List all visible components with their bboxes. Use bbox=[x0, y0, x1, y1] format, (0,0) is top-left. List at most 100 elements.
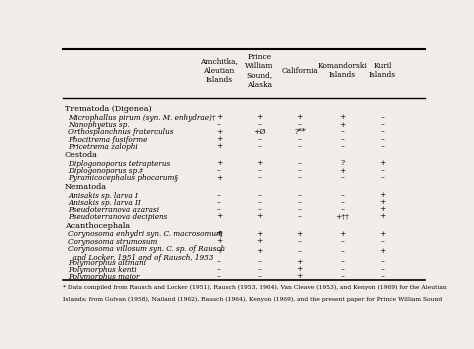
Text: +: + bbox=[256, 159, 263, 167]
Text: –: – bbox=[340, 191, 344, 199]
Text: –: – bbox=[298, 205, 302, 213]
Text: ?**: ?** bbox=[294, 128, 306, 136]
Text: –: – bbox=[381, 142, 384, 150]
Text: +: + bbox=[297, 272, 303, 280]
Text: +: + bbox=[216, 159, 222, 167]
Text: Polymorphus kenti: Polymorphus kenti bbox=[68, 266, 137, 274]
Text: –: – bbox=[381, 166, 384, 174]
Text: –: – bbox=[340, 142, 344, 150]
Text: +: + bbox=[216, 113, 222, 121]
Text: –: – bbox=[257, 191, 261, 199]
Text: * Data compiled from Rausch and Locker (1951), Rausch (1953, 1964), Van Cleave (: * Data compiled from Rausch and Locker (… bbox=[63, 285, 447, 290]
Text: Corynosoma enhydri syn. C. macrosomum: Corynosoma enhydri syn. C. macrosomum bbox=[68, 230, 223, 238]
Text: –: – bbox=[298, 191, 302, 199]
Text: Kuril
Islands: Kuril Islands bbox=[369, 62, 396, 79]
Text: –: – bbox=[257, 135, 261, 143]
Text: Polymorphus altmani: Polymorphus altmani bbox=[68, 259, 146, 267]
Text: –: – bbox=[298, 237, 302, 245]
Text: –: – bbox=[257, 272, 261, 280]
Text: ?: ? bbox=[340, 159, 344, 167]
Text: –: – bbox=[381, 237, 384, 245]
Text: Trematoda (Digenea): Trematoda (Digenea) bbox=[65, 105, 152, 113]
Text: –¶: –¶ bbox=[215, 230, 223, 238]
Text: Corynosoma villosum syn. C. sp. of Rausch
  and Locker, 1951 and of Rausch, 1953: Corynosoma villosum syn. C. sp. of Rausc… bbox=[68, 245, 226, 262]
Text: Anisakis sp. larva I: Anisakis sp. larva I bbox=[68, 192, 138, 200]
Text: +: + bbox=[339, 166, 345, 174]
Text: Pseudoterranova decipiens: Pseudoterranova decipiens bbox=[68, 213, 168, 221]
Text: –: – bbox=[257, 198, 261, 206]
Text: –: – bbox=[340, 265, 344, 273]
Text: –: – bbox=[340, 272, 344, 280]
Text: Nematoda: Nematoda bbox=[65, 183, 107, 191]
Text: +: + bbox=[339, 113, 345, 121]
Text: +: + bbox=[216, 174, 222, 182]
Text: +: + bbox=[216, 135, 222, 143]
Text: –: – bbox=[340, 205, 344, 213]
Text: –: – bbox=[381, 135, 384, 143]
Text: –: – bbox=[217, 166, 221, 174]
Text: +: + bbox=[339, 120, 345, 128]
Text: Pricetrema zalophi: Pricetrema zalophi bbox=[68, 143, 138, 151]
Text: –: – bbox=[298, 120, 302, 128]
Text: –: – bbox=[381, 128, 384, 136]
Text: –: – bbox=[340, 198, 344, 206]
Text: Orthosplanchnus fraterculus: Orthosplanchnus fraterculus bbox=[68, 128, 174, 136]
Text: –: – bbox=[298, 142, 302, 150]
Text: Islands; from Golvan (1958), Nailand (1962), Rausch (1964), Kenyon (1969), and t: Islands; from Golvan (1958), Nailand (19… bbox=[63, 297, 442, 303]
Text: +Ø: +Ø bbox=[253, 128, 266, 136]
Text: –: – bbox=[217, 258, 221, 266]
Text: +: + bbox=[379, 205, 386, 213]
Text: +: + bbox=[216, 237, 222, 245]
Text: Pyramicocephalus phocarum§: Pyramicocephalus phocarum§ bbox=[68, 174, 178, 183]
Text: –: – bbox=[381, 113, 384, 121]
Text: +††: +†† bbox=[335, 213, 349, 221]
Text: –: – bbox=[298, 159, 302, 167]
Text: +: + bbox=[256, 213, 263, 221]
Text: –: – bbox=[298, 166, 302, 174]
Text: –: – bbox=[340, 237, 344, 245]
Text: +: + bbox=[216, 128, 222, 136]
Text: +: + bbox=[379, 230, 386, 238]
Text: +: + bbox=[297, 258, 303, 266]
Text: –: – bbox=[217, 272, 221, 280]
Text: Phocitrema fusiforme: Phocitrema fusiforme bbox=[68, 136, 148, 144]
Text: –: – bbox=[217, 198, 221, 206]
Text: California: California bbox=[282, 67, 319, 75]
Text: –: – bbox=[340, 174, 344, 182]
Text: +: + bbox=[379, 191, 386, 199]
Text: Amchitka,
Aleutian
Islands: Amchitka, Aleutian Islands bbox=[200, 58, 238, 84]
Text: –: – bbox=[217, 265, 221, 273]
Text: –: – bbox=[381, 120, 384, 128]
Text: Polymorphus major: Polymorphus major bbox=[68, 273, 140, 281]
Text: –: – bbox=[340, 258, 344, 266]
Text: –: – bbox=[298, 198, 302, 206]
Text: –: – bbox=[340, 247, 344, 255]
Text: +: + bbox=[339, 230, 345, 238]
Text: –: – bbox=[298, 174, 302, 182]
Text: Pseudoterranova azarasi: Pseudoterranova azarasi bbox=[68, 206, 160, 214]
Text: +: + bbox=[216, 247, 222, 255]
Text: +: + bbox=[256, 230, 263, 238]
Text: +: + bbox=[379, 198, 386, 206]
Text: –: – bbox=[340, 128, 344, 136]
Text: Corynosoma strumosum: Corynosoma strumosum bbox=[68, 238, 158, 246]
Text: –: – bbox=[298, 247, 302, 255]
Text: –: – bbox=[217, 205, 221, 213]
Text: +: + bbox=[216, 142, 222, 150]
Text: +: + bbox=[379, 159, 386, 167]
Text: Acanthocephala: Acanthocephala bbox=[65, 222, 130, 230]
Text: +: + bbox=[379, 247, 386, 255]
Text: –: – bbox=[298, 213, 302, 221]
Text: +: + bbox=[256, 113, 263, 121]
Text: –: – bbox=[381, 174, 384, 182]
Text: Prince
William
Sound,
Alaska: Prince William Sound, Alaska bbox=[245, 53, 273, 89]
Text: –: – bbox=[381, 258, 384, 266]
Text: –: – bbox=[257, 205, 261, 213]
Text: +: + bbox=[297, 113, 303, 121]
Text: –: – bbox=[298, 135, 302, 143]
Text: Diplogonoporus sp.‡: Diplogonoporus sp.‡ bbox=[68, 167, 144, 175]
Text: –: – bbox=[340, 135, 344, 143]
Text: +: + bbox=[256, 247, 263, 255]
Text: Nanophyetus sp.: Nanophyetus sp. bbox=[68, 121, 130, 129]
Text: +: + bbox=[297, 230, 303, 238]
